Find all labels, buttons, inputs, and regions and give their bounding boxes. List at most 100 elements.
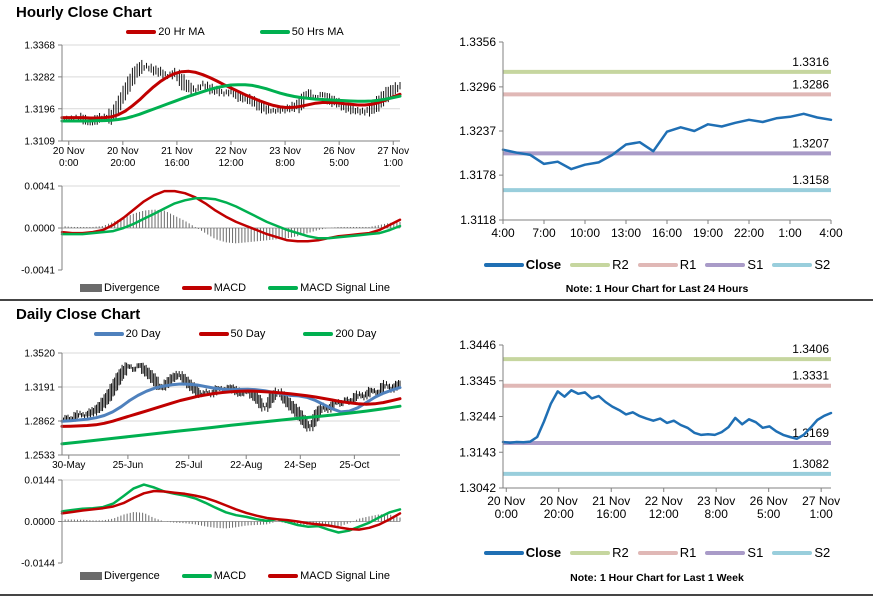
legend-item: 200 Day (303, 328, 376, 340)
line-swatch-icon (181, 574, 212, 578)
svg-text:16:00: 16:00 (652, 226, 682, 240)
line-swatch-icon (303, 332, 334, 336)
svg-text:8:00: 8:00 (275, 158, 295, 169)
legend-item: 50 Hrs MA (259, 26, 344, 38)
svg-text:7:00: 7:00 (532, 226, 556, 240)
svg-text:1.3143: 1.3143 (459, 445, 496, 459)
svg-text:24-Sep: 24-Sep (284, 460, 317, 471)
svg-text:5:00: 5:00 (329, 158, 349, 169)
legend-label: 20 Hr MA (158, 26, 205, 38)
legend-label: MACD Signal Line (300, 282, 390, 294)
svg-text:1.2533: 1.2533 (24, 451, 55, 462)
legend-label: S1 (747, 545, 764, 560)
legend-label: MACD (213, 282, 247, 294)
daily-section-title: Daily Close Chart (16, 306, 141, 323)
svg-text:22-Aug: 22-Aug (230, 460, 262, 471)
svg-text:12:00: 12:00 (649, 507, 679, 521)
svg-text:1.3244: 1.3244 (459, 410, 496, 424)
svg-text:22:00: 22:00 (734, 226, 764, 240)
legend-item: 20 Hr MA (126, 26, 205, 38)
line-swatch-icon (268, 286, 299, 290)
legend-item: Close (483, 545, 562, 560)
legend-item: MACD Signal Line (268, 570, 390, 582)
legend-label: Close (525, 545, 562, 560)
svg-text:0.0000: 0.0000 (24, 517, 55, 528)
legend-label: 50 Hrs MA (291, 26, 344, 38)
legend-label: Divergence (104, 570, 160, 582)
line-swatch-icon (483, 262, 524, 267)
line-swatch-icon (570, 550, 611, 555)
weekly-pivot-chart: 1.34061.33311.31691.30821.34461.33451.32… (459, 338, 840, 521)
svg-text:1.3356: 1.3356 (459, 35, 496, 49)
svg-text:1.3237: 1.3237 (459, 124, 496, 138)
svg-text:1:00: 1:00 (384, 158, 404, 169)
legend-item: R2 (570, 545, 629, 560)
svg-text:1.2862: 1.2862 (24, 417, 55, 428)
line-swatch-icon (772, 262, 813, 267)
svg-text:0.0144: 0.0144 (24, 476, 55, 487)
svg-text:21 Nov: 21 Nov (592, 494, 630, 508)
svg-text:10:00: 10:00 (570, 226, 600, 240)
line-swatch-icon (570, 262, 611, 267)
svg-text:1:00: 1:00 (778, 226, 802, 240)
line-swatch-icon (637, 550, 678, 555)
svg-text:-0.0041: -0.0041 (21, 266, 55, 277)
svg-text:1.3082: 1.3082 (792, 457, 829, 471)
legend-item: MACD (181, 570, 246, 582)
svg-text:4:00: 4:00 (491, 226, 515, 240)
svg-text:27 Nov: 27 Nov (377, 146, 409, 157)
legend-item: Divergence (80, 570, 160, 582)
svg-text:19:00: 19:00 (693, 226, 723, 240)
legend-label: S1 (747, 257, 764, 272)
svg-text:0:00: 0:00 (495, 507, 519, 521)
legend-item: R1 (637, 545, 697, 560)
svg-text:1.3042: 1.3042 (459, 481, 496, 495)
legend-label: R1 (679, 257, 697, 272)
line-swatch-icon (259, 30, 290, 34)
hourly-macd-chart: 0.0041 0.0000 -0.0041 (21, 182, 402, 277)
svg-text:22 Nov: 22 Nov (215, 146, 247, 157)
svg-text:1:00: 1:00 (809, 507, 833, 521)
legend-item: S1 (705, 257, 763, 272)
section-divider (0, 299, 873, 301)
svg-text:20 Nov: 20 Nov (53, 146, 85, 157)
svg-text:1.3282: 1.3282 (24, 72, 55, 83)
svg-text:1.3207: 1.3207 (792, 136, 829, 150)
legend-label: R2 (612, 545, 629, 560)
legend-item: R1 (637, 257, 697, 272)
svg-text:20 Nov: 20 Nov (487, 494, 525, 508)
hourly-ma-legend: 20 Hr MA 50 Hrs MA (60, 26, 410, 38)
svg-text:25-Oct: 25-Oct (339, 460, 369, 471)
svg-text:1.3118: 1.3118 (460, 213, 496, 227)
line-swatch-icon (198, 332, 229, 336)
daily-macd-legend: Divergence MACD MACD Signal Line (60, 570, 410, 582)
svg-text:-0.0144: -0.0144 (21, 559, 55, 570)
svg-text:0:00: 0:00 (59, 158, 79, 169)
svg-text:20 Nov: 20 Nov (540, 494, 578, 508)
legend-item: R2 (570, 257, 629, 272)
svg-text:30-May: 30-May (52, 460, 85, 471)
svg-text:1.3520: 1.3520 (24, 349, 55, 360)
weekly-legend: Close R2 R1 S1 S2 (445, 545, 869, 560)
legend-item: Divergence (80, 282, 160, 294)
svg-text:25-Jun: 25-Jun (113, 460, 144, 471)
svg-text:20:00: 20:00 (110, 158, 135, 169)
svg-text:27 Nov: 27 Nov (802, 494, 840, 508)
line-swatch-icon (637, 262, 678, 267)
svg-text:26 Nov: 26 Nov (323, 146, 355, 157)
legend-label: R1 (679, 545, 697, 560)
daily-ma-legend: 20 Day 50 Day 200 Day (60, 328, 410, 340)
hourly-section-title: Hourly Close Chart (16, 4, 152, 21)
svg-text:0.0000: 0.0000 (24, 224, 55, 235)
legend-label: Divergence (104, 282, 160, 294)
svg-text:1.3446: 1.3446 (459, 338, 496, 352)
intraday-legend: Close R2 R1 S1 S2 (445, 257, 869, 272)
svg-text:1.3191: 1.3191 (24, 383, 55, 394)
legend-label: 20 Day (125, 328, 161, 340)
svg-text:8:00: 8:00 (705, 507, 729, 521)
svg-text:1.3196: 1.3196 (24, 104, 55, 115)
legend-label: R2 (612, 257, 629, 272)
